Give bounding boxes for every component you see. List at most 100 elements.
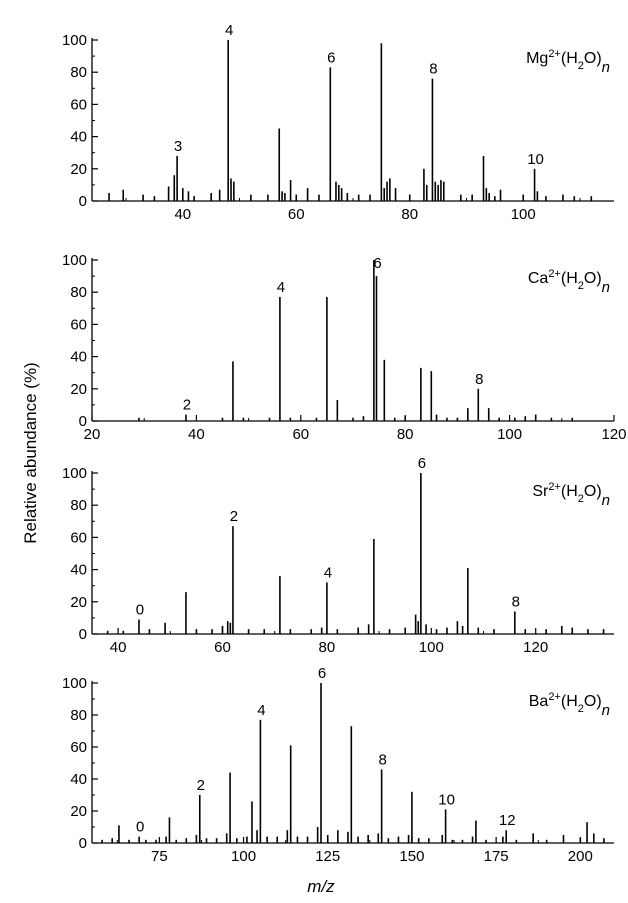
y-tick-label: 40 [70, 771, 87, 788]
legend-part: 2 [578, 493, 584, 505]
x-tick-label: 120 [601, 426, 626, 443]
x-tick-label: 100 [497, 426, 522, 443]
peak-label: 6 [318, 665, 326, 682]
legend-part: (H [561, 270, 578, 287]
x-tick-label: 100 [419, 639, 444, 656]
peak-label: 6 [373, 255, 381, 272]
y-tick-label: 40 [70, 129, 87, 146]
panel-legend: Mg2+(H2O)n [526, 48, 610, 76]
y-tick-label: 20 [70, 381, 87, 398]
x-tick-label: 60 [214, 639, 231, 656]
peak-label: 10 [438, 791, 455, 808]
y-tick-label: 80 [70, 707, 87, 724]
y-tick-label: 100 [62, 675, 87, 692]
peak-label: 4 [225, 22, 233, 39]
x-tick-label: 60 [288, 206, 305, 223]
peak-label: 8 [429, 61, 437, 78]
legend-part: n [602, 702, 610, 719]
legend-part: Mg [526, 50, 548, 67]
peak-label: 4 [257, 702, 265, 719]
x-axis-title: m/z [307, 877, 335, 896]
y-tick-label: 60 [70, 96, 87, 113]
peak-label: 2 [197, 777, 205, 794]
legend-part: Ca [528, 270, 549, 287]
legend-part: (H [561, 483, 578, 500]
y-tick-label: 20 [70, 594, 87, 611]
peak-label: 2 [183, 397, 191, 414]
y-tick-label: 20 [70, 161, 87, 178]
x-tick-label: 75 [151, 848, 168, 865]
legend-part: 2+ [548, 48, 561, 60]
legend-part: (H [561, 50, 578, 67]
y-tick-label: 80 [70, 284, 87, 301]
x-tick-label: 80 [397, 426, 414, 443]
x-tick-label: 40 [188, 426, 205, 443]
peak-label: 12 [499, 812, 516, 829]
peak-label: 8 [512, 593, 520, 610]
peak-label: 0 [136, 602, 144, 619]
legend-part: O) [584, 270, 602, 287]
x-tick-label: 40 [110, 639, 127, 656]
legend-part: 2+ [548, 268, 561, 280]
x-tick-label: 20 [84, 426, 101, 443]
peak-label: 2 [230, 508, 238, 525]
x-tick-label: 150 [399, 848, 424, 865]
panel-legend: Sr2+(H2O)n [532, 481, 610, 509]
peak-label: 6 [327, 49, 335, 66]
y-tick-label: 60 [70, 316, 87, 333]
y-tick-label: 0 [79, 413, 87, 430]
x-tick-label: 125 [315, 848, 340, 865]
legend-part: 2+ [548, 481, 561, 493]
legend-part: O) [584, 693, 602, 710]
panel-legend: Ca2+(H2O)n [528, 268, 610, 296]
y-tick-label: 0 [79, 193, 87, 210]
legend-part: 2 [578, 703, 584, 715]
spectrum-panel-1: 0 20 40 60 80 100 40 60 80 100 3 4 6 8 10 Mg2+(H2O)n [62, 22, 614, 223]
legend-part: 2 [578, 280, 584, 292]
y-axis-title: Relative abundance (%) [21, 362, 40, 543]
legend-part: (H [561, 693, 578, 710]
legend-part: n [602, 59, 610, 76]
y-tick-label: 100 [62, 32, 87, 49]
peak-label: 8 [378, 751, 386, 768]
x-tick-label: 120 [523, 639, 548, 656]
y-tick-label: 60 [70, 739, 87, 756]
legend-part: 2+ [548, 691, 561, 703]
peak-label: 0 [136, 819, 144, 836]
x-tick-label: 100 [231, 848, 256, 865]
peak-label: 6 [418, 455, 426, 472]
y-tick-label: 80 [70, 497, 87, 514]
peak-label: 10 [527, 151, 544, 168]
x-tick-label: 100 [511, 206, 536, 223]
x-tick-label: 80 [319, 639, 336, 656]
y-tick-label: 100 [62, 252, 87, 269]
y-tick-label: 40 [70, 562, 87, 579]
x-tick-label: 60 [292, 426, 309, 443]
x-tick-label: 175 [484, 848, 509, 865]
legend-part: O) [584, 483, 602, 500]
peak-label: 8 [475, 371, 483, 388]
legend-part: O) [584, 50, 602, 67]
legend-part: Sr [532, 483, 549, 500]
y-tick-label: 40 [70, 349, 87, 366]
x-tick-label: 40 [174, 206, 191, 223]
legend-part: n [602, 492, 610, 509]
y-tick-label: 0 [79, 626, 87, 643]
spectrum-panel-4: 0 20 40 60 80 100 75 100 125 150 175 200 0 2 4 6 8 10 12 Ba… [62, 665, 614, 865]
y-tick-label: 20 [70, 803, 87, 820]
y-tick-label: 60 [70, 529, 87, 546]
legend-part: Ba [529, 693, 549, 710]
y-tick-label: 80 [70, 64, 87, 81]
x-tick-label: 200 [568, 848, 593, 865]
peak-label: 4 [277, 279, 285, 296]
peak-label: 4 [324, 564, 332, 581]
y-tick-label: 100 [62, 465, 87, 482]
panel-legend: Ba2+(H2O)n [529, 691, 610, 719]
legend-part: 2 [578, 60, 584, 72]
legend-part: n [602, 279, 610, 296]
x-tick-label: 80 [401, 206, 418, 223]
peak-label: 3 [174, 138, 182, 155]
